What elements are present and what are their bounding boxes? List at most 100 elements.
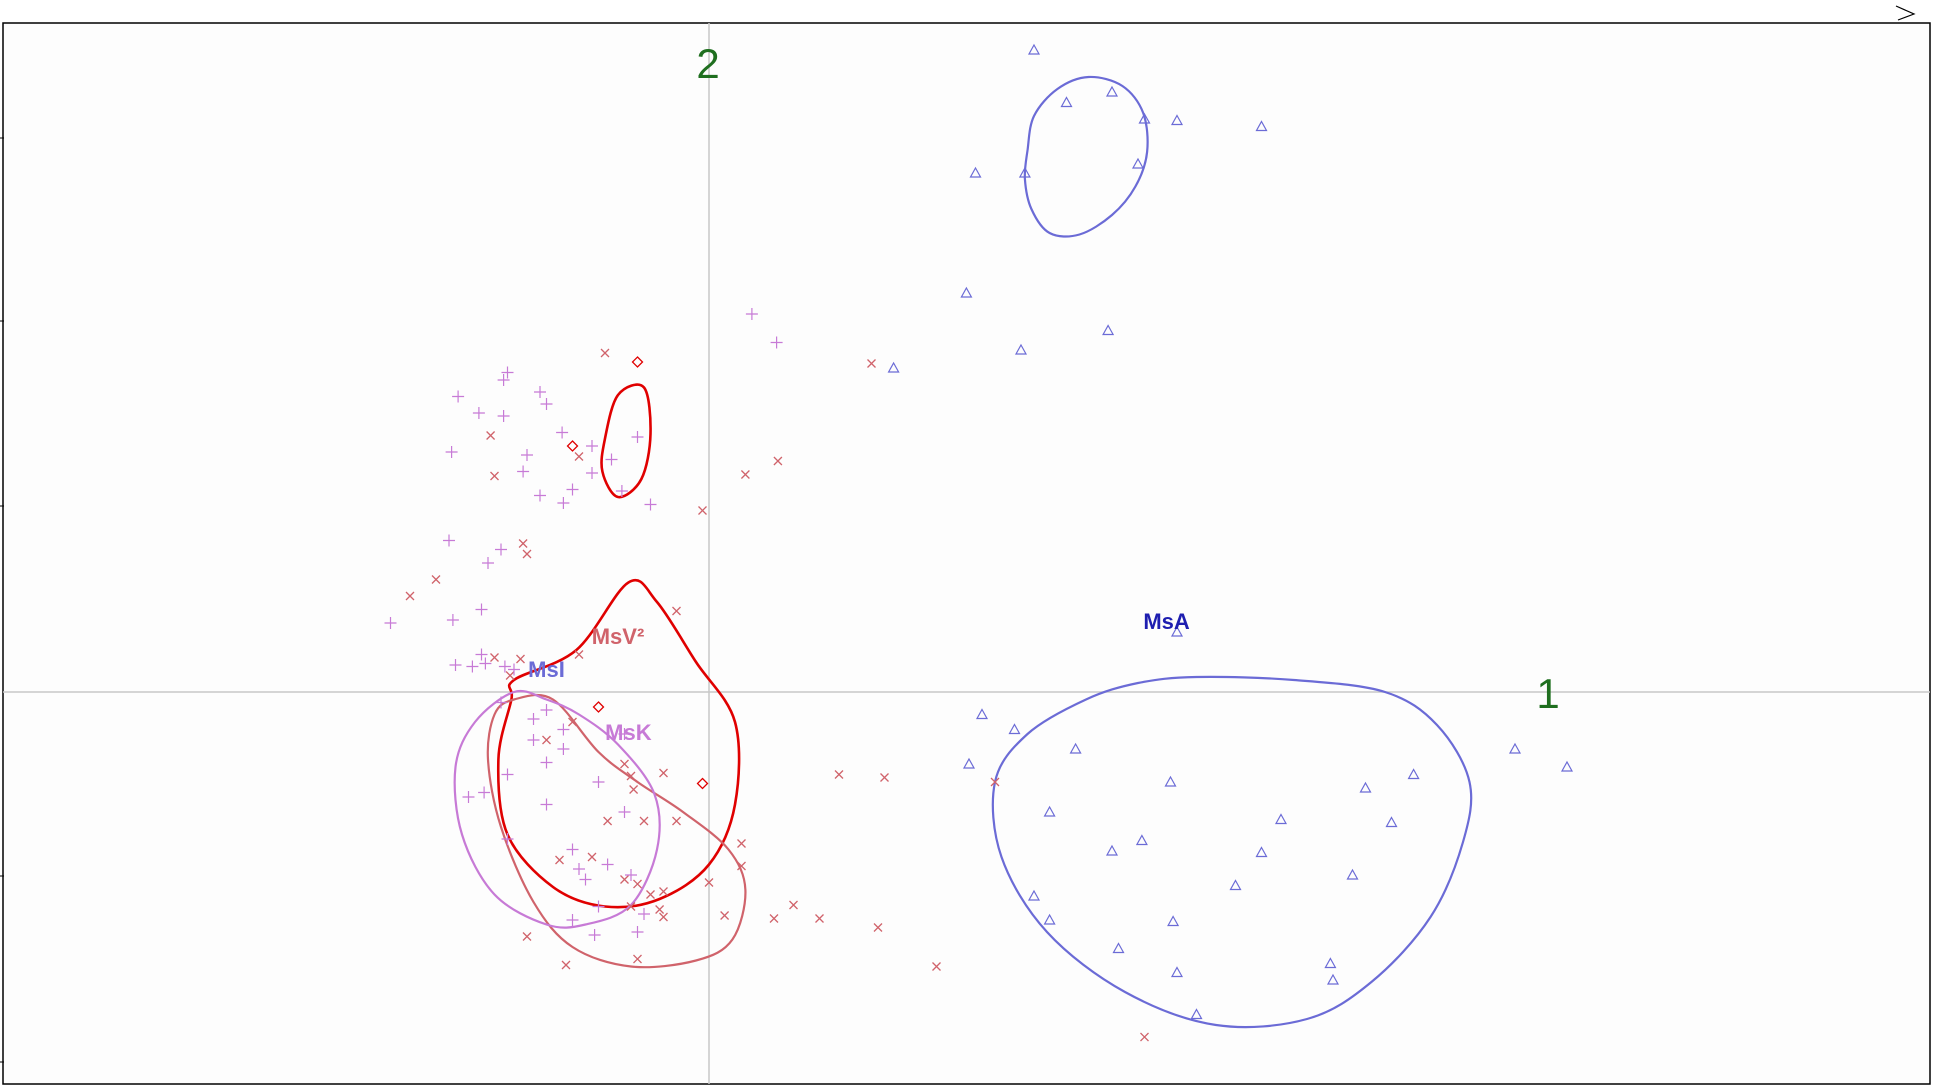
point-msk [452, 390, 465, 403]
point-msk [501, 768, 514, 781]
point-msa [960, 286, 973, 298]
point-msk [770, 336, 783, 349]
point-msv2 [505, 671, 515, 680]
point-msk [446, 614, 459, 626]
point-msk [462, 791, 475, 803]
point-msk [540, 756, 553, 769]
point-msa [1407, 768, 1420, 780]
point-msk [501, 833, 514, 845]
point-msa [1170, 966, 1184, 978]
point-msk [497, 374, 510, 386]
point-msi [631, 356, 644, 368]
point-msa [1138, 112, 1151, 124]
point-msk [497, 410, 510, 422]
point-msk [745, 308, 758, 320]
point-msk [479, 657, 492, 670]
point-msv2 [990, 777, 1000, 787]
point-msk [443, 534, 455, 547]
point-msv2 [769, 914, 779, 923]
point-msv2 [587, 852, 597, 862]
point-msv2 [672, 816, 681, 826]
point-msk [482, 557, 494, 569]
point-msk [618, 728, 631, 740]
point-msv2 [659, 768, 668, 778]
point-msk [586, 440, 598, 452]
group-label-msi: MsI [528, 657, 565, 682]
point-msk [631, 926, 644, 938]
ellipse-msv2 [486, 693, 747, 969]
point-msk [534, 386, 546, 398]
point-msv2 [815, 914, 824, 923]
point-msa [1346, 868, 1359, 880]
point-layer [384, 43, 1574, 1042]
point-msk [592, 900, 605, 913]
point-msa [975, 708, 989, 720]
point-msv2 [789, 900, 798, 910]
point-msv2 [542, 735, 551, 745]
point-msk [586, 467, 598, 479]
point-msk [566, 843, 579, 856]
point-msk [475, 603, 488, 616]
point-msk [618, 806, 631, 818]
series-msv2 [405, 348, 1149, 1042]
corner-arrow-icon [1895, 5, 1916, 21]
point-msk [495, 543, 507, 556]
point-msv2 [620, 759, 629, 769]
point-msk [566, 914, 579, 926]
point-msa [1069, 742, 1082, 754]
point-msa [887, 361, 900, 373]
axis-label-1: 1 [1536, 670, 1559, 717]
point-msa [1008, 723, 1021, 735]
point-msv2 [646, 890, 655, 899]
point-msk [534, 489, 546, 502]
point-msa [1255, 846, 1268, 858]
point-msk [588, 929, 601, 941]
point-msk [631, 431, 644, 443]
point-msa [1043, 913, 1056, 925]
point-msv2 [639, 816, 649, 826]
point-msk [478, 786, 491, 799]
point-msa [1359, 781, 1372, 793]
point-msv2 [555, 855, 564, 865]
point-msv2 [600, 348, 610, 358]
point-msa [1135, 834, 1148, 846]
point-msi [696, 777, 709, 790]
point-msa [1190, 1008, 1203, 1020]
group-label-msk: MsK [605, 720, 652, 745]
point-msv2 [720, 911, 730, 920]
ellipse-msi-large [496, 579, 741, 909]
point-msv2 [659, 912, 668, 922]
point-msv2 [568, 717, 577, 727]
group-label-msv: MsV² [592, 624, 645, 649]
point-msk [540, 798, 553, 811]
point-msk [557, 743, 570, 755]
point-msv2 [561, 960, 571, 970]
group-label-msa: MsA [1143, 609, 1190, 634]
point-msv2 [603, 816, 613, 826]
point-msk [501, 366, 514, 379]
point-msk [540, 398, 553, 410]
point-msv2 [737, 839, 746, 848]
point-msk [573, 863, 585, 875]
point-msk [508, 663, 520, 676]
point-msk [517, 465, 530, 478]
point-msa [1014, 343, 1028, 355]
point-msv2 [932, 962, 941, 971]
point-msv2 [522, 932, 532, 941]
point-msa [1560, 760, 1574, 772]
point-msv2 [672, 606, 681, 616]
point-msv2 [773, 456, 783, 466]
point-msa [969, 166, 982, 178]
series-msi [566, 356, 709, 790]
point-msa [1060, 96, 1073, 108]
point-msk [579, 873, 592, 886]
point-msv2 [516, 654, 525, 664]
point-msa [1229, 879, 1242, 891]
point-msa [1105, 85, 1119, 97]
point-msa [1164, 775, 1177, 787]
point-msk [615, 485, 628, 497]
point-msv2 [490, 471, 499, 481]
ellipse-msk [453, 689, 661, 929]
point-msv2 [659, 887, 668, 896]
